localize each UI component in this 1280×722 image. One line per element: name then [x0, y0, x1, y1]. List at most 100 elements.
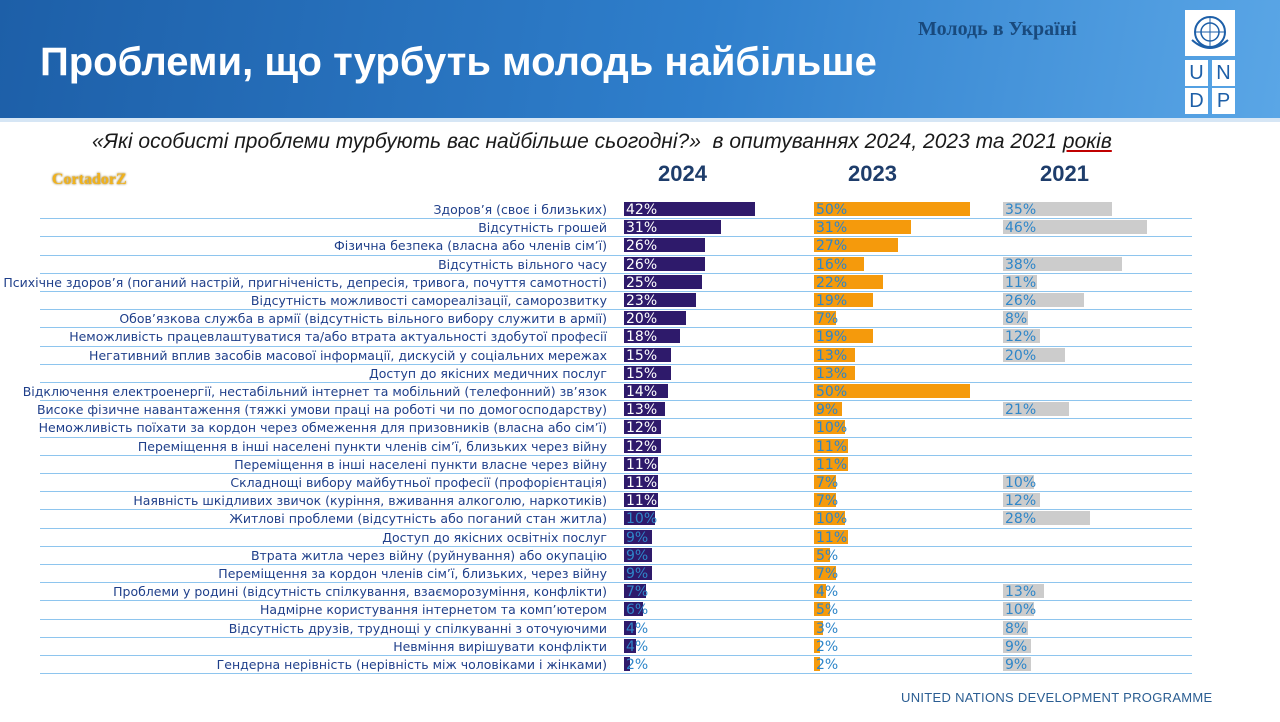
value-label-2024: 15% — [626, 347, 658, 364]
bar-2023 — [814, 511, 846, 526]
row-gridline — [40, 291, 1192, 292]
bar-2021 — [1003, 584, 1044, 599]
bar-2024 — [624, 475, 659, 489]
row-gridline — [40, 218, 1192, 220]
bar-2023 — [814, 293, 874, 307]
row-label: Відключення електроенергії, нестабільний… — [22, 384, 607, 399]
row-gridline — [40, 400, 1192, 402]
undp-logo: U N D P — [1185, 10, 1235, 114]
bar-2021 — [1003, 311, 1028, 326]
row-label: Здоров’я (своє і близьких) — [433, 202, 607, 217]
row-gridline — [40, 545, 1192, 547]
bar-2023 — [814, 329, 874, 344]
header-badge: Молодь в Україні — [918, 18, 1077, 40]
value-label-2024: 26% — [626, 256, 658, 273]
value-label-2024: 26% — [626, 238, 658, 255]
chart-subtitle: «Які особисті проблеми турбують вас найб… — [92, 130, 1112, 154]
bar-2024 — [624, 220, 721, 235]
bar-2021 — [1003, 475, 1035, 489]
value-label-2023: 7% — [816, 493, 839, 510]
bar-2021 — [1003, 602, 1035, 617]
row-gridline — [40, 327, 1192, 329]
value-label-2021: 11% — [1005, 274, 1037, 291]
row-gridline — [40, 636, 1192, 638]
bar-2023 — [814, 384, 970, 398]
bar-2023 — [814, 638, 821, 653]
row-label: Неможливість працевлаштуватися та/або вт… — [69, 329, 607, 345]
bar-2024 — [624, 584, 646, 599]
un-emblem-icon — [1185, 10, 1235, 56]
row-label: Доступ до якісних медичних послуг — [368, 365, 607, 381]
bar-2021 — [1003, 293, 1085, 307]
value-label-2024: 14% — [626, 384, 658, 400]
bar-2023 — [814, 420, 846, 435]
row-label: Невміння вирішувати конфлікти — [393, 638, 607, 654]
bar-2024 — [624, 620, 637, 635]
bar-2023 — [814, 620, 824, 635]
logo-letter-d: D — [1185, 88, 1208, 114]
value-label-2021: 26% — [1005, 293, 1037, 309]
value-label-2024: 13% — [626, 402, 658, 419]
page-title: Проблеми, що турбуть молодь найбільше — [40, 40, 877, 84]
bar-2023 — [814, 566, 836, 580]
row-gridline — [40, 254, 1192, 256]
bar-2023 — [814, 657, 821, 671]
row-gridline — [40, 363, 1192, 365]
value-label-2023: 7% — [816, 475, 839, 491]
row-label: Наявність шкідливих звичок (куріння, вжи… — [133, 493, 607, 509]
row-gridline — [40, 600, 1192, 602]
bar-2024 — [624, 329, 681, 344]
bar-2024 — [624, 438, 662, 453]
subtitle-last-word: років — [1062, 130, 1112, 153]
bar-2023 — [814, 274, 883, 289]
value-label-2024: 20% — [626, 311, 658, 328]
row-label: Переміщення в інші населені пункти члені… — [137, 438, 607, 454]
bar-2023 — [814, 256, 864, 271]
bar-2024 — [624, 365, 671, 380]
bar-2023 — [814, 220, 911, 235]
value-label-2021: 28% — [1005, 511, 1037, 528]
row-gridline — [40, 527, 1192, 529]
bar-2023 — [814, 402, 843, 417]
value-label-2024: 4% — [626, 638, 649, 655]
value-label-2021: 9% — [1005, 657, 1028, 673]
bar-2023 — [814, 347, 855, 362]
bar-2024 — [624, 274, 702, 289]
value-label-2021: 12% — [1005, 329, 1037, 346]
value-label-2024: 23% — [626, 293, 658, 309]
bar-2023 — [814, 547, 830, 562]
row-gridline — [40, 673, 1192, 675]
value-label-2023: 31% — [816, 220, 848, 237]
value-label-2024: 12% — [626, 438, 658, 455]
value-label-2023: 11% — [816, 438, 848, 455]
bar-2021 — [1003, 202, 1113, 216]
value-label-2023: 4% — [816, 584, 839, 601]
value-label-2024: 4% — [626, 620, 649, 637]
row-gridline — [40, 473, 1192, 474]
value-label-2024: 6% — [626, 602, 649, 619]
value-label-2023: 9% — [816, 402, 839, 419]
bar-2023 — [814, 529, 849, 544]
bar-2023 — [814, 584, 827, 599]
value-label-2024: 42% — [626, 202, 658, 218]
bar-2024 — [624, 493, 659, 508]
value-label-2024: 31% — [626, 220, 658, 237]
row-label: Високе фізичне навантаження (тяжкі умови… — [36, 402, 607, 418]
value-label-2021: 38% — [1005, 256, 1037, 273]
value-label-2021: 10% — [1005, 602, 1037, 619]
row-label: Надмірне користування інтернетом та комп… — [260, 602, 607, 618]
bar-2024 — [624, 529, 653, 544]
value-label-2024: 9% — [626, 547, 649, 564]
row-label: Переміщення за кордон членів сім’ї, близ… — [218, 566, 607, 581]
value-label-2024: 12% — [626, 420, 658, 437]
year-header-2023: 2023 — [848, 161, 897, 186]
bar-2023 — [814, 475, 836, 489]
bar-2024 — [624, 566, 653, 580]
bar-2024 — [624, 256, 706, 271]
bar-2024 — [624, 456, 659, 471]
value-label-2021: 46% — [1005, 220, 1037, 237]
value-label-2023: 10% — [816, 420, 848, 437]
logo-letter-u: U — [1185, 60, 1208, 86]
value-label-2023: 27% — [816, 238, 848, 255]
bar-2024 — [624, 638, 637, 653]
